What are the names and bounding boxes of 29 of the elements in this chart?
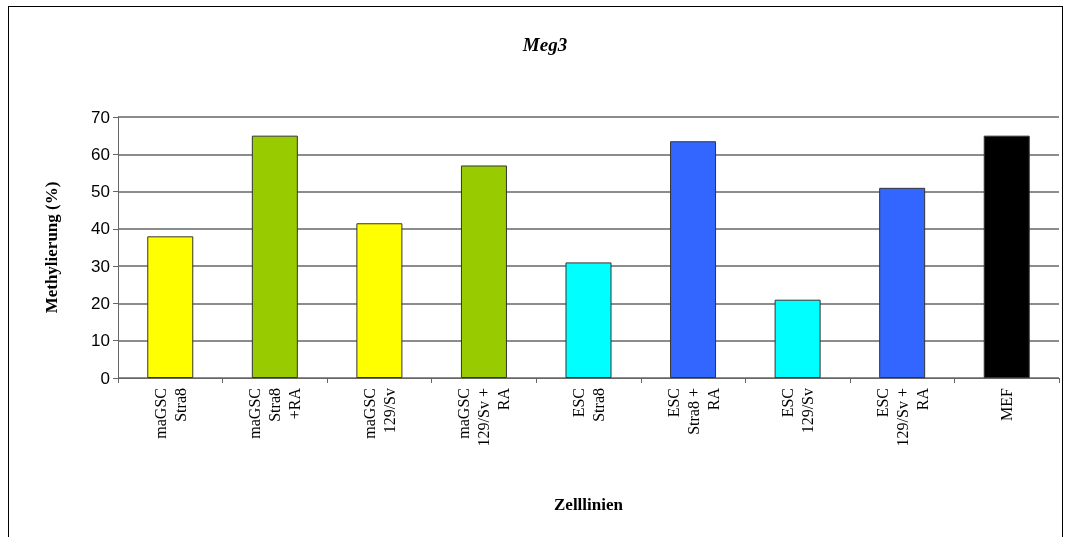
y-tick-label: 10 <box>91 331 110 351</box>
x-tick-label: maGSC 129/Sv + RA <box>455 387 513 447</box>
bar <box>251 135 298 378</box>
x-tick-label: ESC Stra8 <box>570 388 607 422</box>
x-tick-label: ESC 129/Sv <box>779 388 817 434</box>
bar <box>460 165 507 378</box>
y-axis-title: Methylierung (%) <box>42 181 61 314</box>
x-tick-label: ESC Stra8 + RA <box>664 387 722 435</box>
bar <box>147 236 194 378</box>
x-tick-label: maGSC Stra8 <box>151 388 189 439</box>
x-tick-label: MEF <box>998 387 1016 421</box>
bar <box>774 299 821 378</box>
y-tick-label: 30 <box>91 256 110 276</box>
y-tick-label: 40 <box>91 219 110 239</box>
chart-title: Meg3 <box>521 34 568 55</box>
bar <box>565 262 612 378</box>
y-tick-label: 20 <box>91 293 110 313</box>
x-tick-label: maGSC Stra8 +RA <box>246 387 304 439</box>
bar <box>983 135 1030 378</box>
x-axis-title: Zelllinien <box>554 495 624 514</box>
y-tick-label: 70 <box>91 107 110 127</box>
bar <box>356 223 403 378</box>
bar <box>670 141 717 378</box>
y-tick-label: 50 <box>91 182 110 202</box>
x-tick-label: maGSC 129/Sv <box>360 388 398 439</box>
x-tick-label: ESC 129/Sv + RA <box>873 387 931 447</box>
y-tick-label: 0 <box>100 368 110 388</box>
y-tick-label: 60 <box>91 144 110 164</box>
bar <box>879 187 926 378</box>
